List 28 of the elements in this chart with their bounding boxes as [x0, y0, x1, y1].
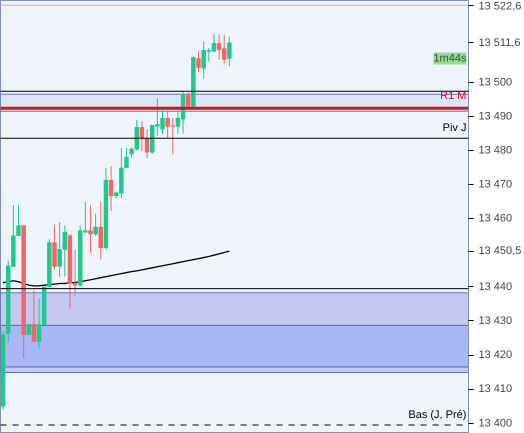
candlestick	[108, 166, 114, 212]
y-tick-label: 13 460	[478, 212, 512, 225]
candlestick	[26, 324, 32, 336]
y-tick-label: 13 480	[478, 144, 512, 157]
y-tick-label: 13 440	[478, 280, 512, 293]
y-tick-label: 13 400	[478, 417, 512, 430]
candlestick	[227, 36, 232, 67]
y-tick-label: 13 410	[478, 383, 512, 396]
y-tick-label: 13 450,5	[478, 245, 522, 258]
candlestick	[144, 128, 150, 159]
candlestick	[93, 213, 98, 236]
ref-line-label: R1 M	[440, 90, 466, 102]
candlestick	[32, 290, 36, 342]
y-tick-label: 13 430	[478, 314, 512, 327]
annotation: 1m44s	[433, 52, 467, 64]
y-tick-label: 13 500	[478, 76, 512, 88]
y-tick-label: 13 511,6	[478, 36, 521, 49]
y-tick-label: 13 522,6	[478, 0, 522, 12]
y-tick-label: 13 490	[478, 110, 512, 122]
y-tick-label: 13 420	[478, 349, 512, 362]
ref-line-label: Bas (J, Pré)	[408, 408, 466, 421]
candlestick	[98, 201, 104, 260]
ref-line-label: Piv J	[442, 122, 466, 134]
candlestick	[196, 50, 201, 72]
candlestick	[52, 225, 57, 270]
candlestick	[88, 204, 93, 254]
y-tick-label: 13 470	[478, 178, 512, 191]
candlestick	[140, 120, 144, 152]
